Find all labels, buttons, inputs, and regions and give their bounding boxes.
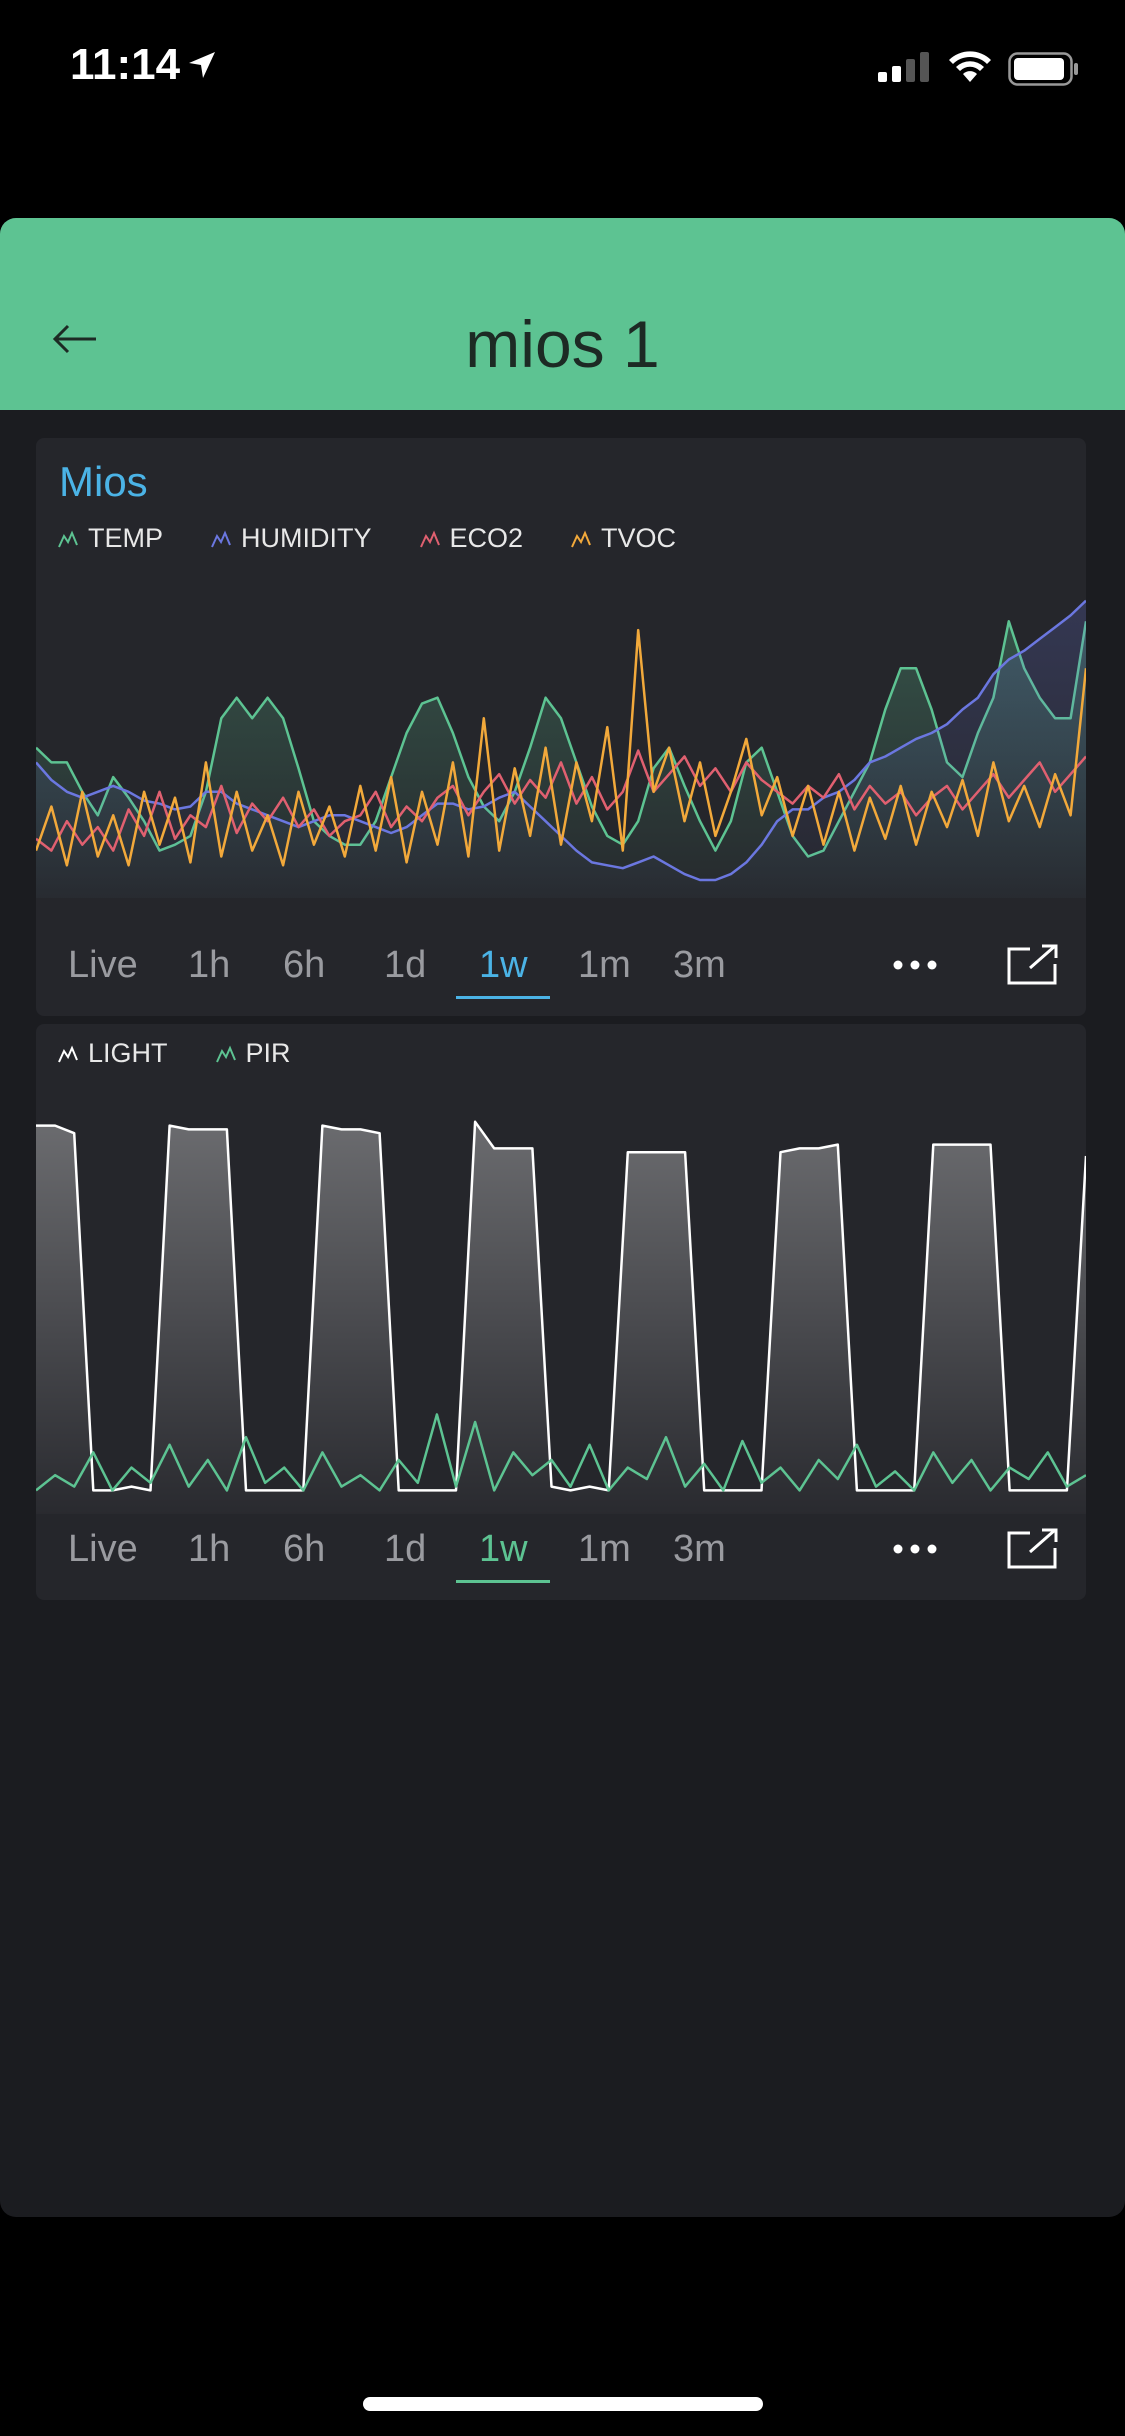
tab-3m[interactable]: 3m: [673, 944, 726, 986]
tab-6h[interactable]: 6h: [283, 1528, 326, 1570]
expand-icon[interactable]: [1006, 942, 1060, 986]
tab-6h[interactable]: 6h: [283, 944, 326, 986]
legend-label: LIGHT: [88, 1038, 168, 1068]
tab-1w[interactable]: 1w: [479, 944, 528, 986]
app-screen: mios 1 Mios TEMP HUMIDITY ECO2 TVOC: [0, 218, 1125, 2217]
legend-item-temp: TEMP: [58, 523, 163, 554]
tab-1d[interactable]: 1d: [384, 944, 427, 986]
more-options-icon[interactable]: [893, 1544, 937, 1554]
chart-panel-mios: Mios TEMP HUMIDITY ECO2 TVOC Live 1h 6: [36, 438, 1086, 1016]
tab-1h[interactable]: 1h: [188, 944, 231, 986]
series-line-tvoc: [36, 628, 1086, 867]
time-range-tabs: Live 1h 6h 1d 1w 1m 3m: [36, 1520, 1086, 1590]
chart-panel-light-pir: LIGHT PIR Live 1h 6h 1d 1w 1m 3m: [36, 1024, 1086, 1600]
chart-legend: LIGHT PIR: [58, 1038, 339, 1069]
legend-item-eco2: ECO2: [419, 523, 524, 554]
tab-3m[interactable]: 3m: [673, 1528, 726, 1570]
header-bar: mios 1: [0, 218, 1125, 410]
tab-live[interactable]: Live: [68, 944, 138, 986]
tab-1h[interactable]: 1h: [188, 1528, 231, 1570]
legend-item-pir: PIR: [215, 1038, 291, 1069]
legend-label: TVOC: [601, 523, 677, 553]
wifi-icon: [949, 51, 991, 82]
legend-item-humidity: HUMIDITY: [211, 523, 372, 554]
home-indicator[interactable]: [363, 2397, 763, 2411]
series-line-icon: [419, 529, 440, 547]
active-tab-indicator: [456, 1580, 550, 1583]
tab-1w[interactable]: 1w: [479, 1528, 528, 1570]
active-tab-indicator: [456, 996, 550, 999]
chart-title: Mios: [59, 458, 148, 505]
series-line-icon: [211, 529, 231, 547]
series-line-icon: [215, 1044, 236, 1062]
series-line-pir: [36, 1413, 1086, 1492]
page-title: mios 1: [465, 307, 660, 381]
legend-label: TEMP: [88, 523, 164, 553]
time-range-tabs: Live 1h 6h 1d 1w 1m 3m: [36, 936, 1086, 1006]
series-line-icon: [58, 529, 78, 547]
series-line-icon: [571, 529, 591, 547]
series-area-light: [36, 1121, 1086, 1514]
tab-1m[interactable]: 1m: [578, 1528, 631, 1570]
tab-1m[interactable]: 1m: [578, 944, 631, 986]
battery-icon: [1008, 52, 1078, 86]
expand-icon[interactable]: [1006, 1526, 1060, 1570]
legend-item-light: LIGHT: [58, 1038, 168, 1069]
series-line-eco2: [36, 749, 1086, 852]
status-bar: 11:14: [0, 0, 1125, 140]
tab-1d[interactable]: 1d: [384, 1528, 427, 1570]
legend-label: ECO2: [449, 523, 524, 553]
series-line-temp: [36, 620, 1086, 858]
status-time: 11:14: [70, 40, 181, 89]
location-arrow-icon: [189, 52, 215, 78]
legend-label: HUMIDITY: [241, 523, 372, 553]
line-chart-mios[interactable]: [36, 568, 1086, 898]
line-chart-light-pir[interactable]: [36, 1084, 1086, 1514]
arrow-left-icon[interactable]: [52, 323, 98, 355]
legend-label: PIR: [245, 1038, 291, 1068]
series-area-humidity: [36, 600, 1086, 898]
chart-legend: TEMP HUMIDITY ECO2 TVOC: [58, 523, 724, 554]
cellular-signal-icon: [878, 52, 929, 82]
more-options-icon[interactable]: [893, 960, 937, 970]
series-line-icon: [58, 1044, 78, 1062]
legend-item-tvoc: TVOC: [571, 523, 676, 554]
series-line-light: [36, 1120, 1086, 1492]
tab-live[interactable]: Live: [68, 1528, 138, 1570]
